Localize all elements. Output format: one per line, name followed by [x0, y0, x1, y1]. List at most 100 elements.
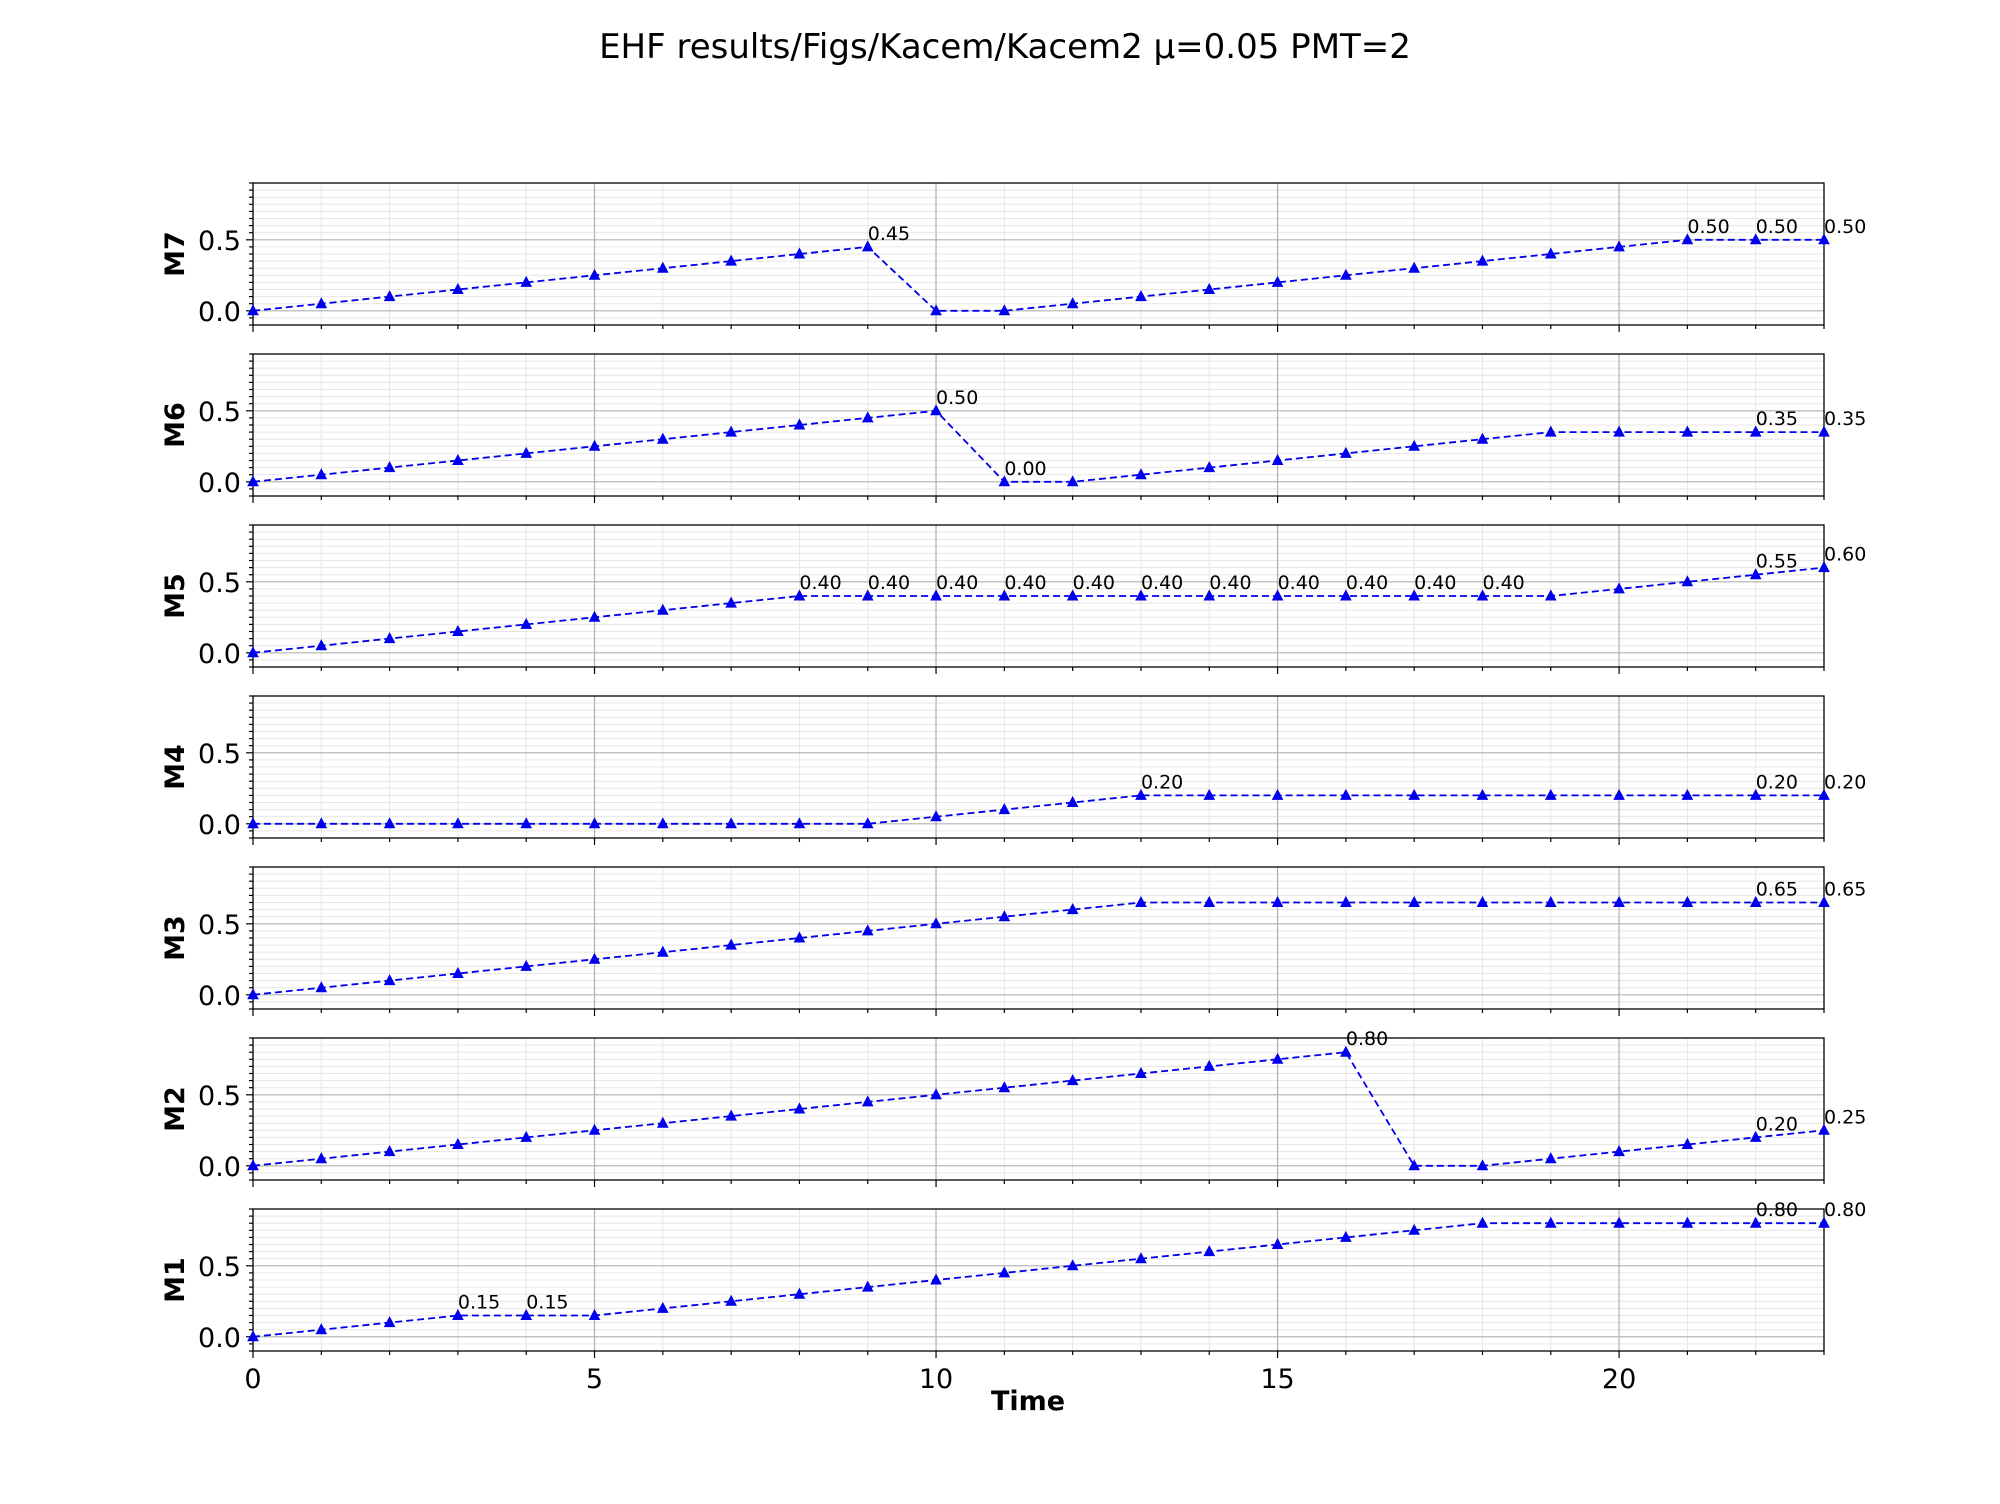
- data-point: [998, 1081, 1011, 1093]
- series-label-m3: M3: [160, 915, 191, 961]
- data-point: [1681, 233, 1694, 245]
- data-point: [383, 461, 396, 473]
- data-point: [656, 432, 669, 444]
- data-point: [247, 475, 259, 487]
- data-point: [452, 817, 464, 829]
- data-point: [1818, 561, 1830, 573]
- data-point: [1613, 1216, 1625, 1228]
- data-point: [861, 1095, 874, 1107]
- data-label: 0.25: [1824, 1106, 1866, 1128]
- data-point: [930, 589, 942, 601]
- data-point: [1476, 589, 1489, 601]
- data-point: [1613, 1145, 1625, 1157]
- data-point: [656, 261, 669, 273]
- series-label-m7: M7: [160, 231, 191, 277]
- x-axis-label: Time: [991, 1386, 1065, 1417]
- data-point: [1681, 575, 1694, 587]
- data-point: [861, 1280, 874, 1292]
- data-point: [1135, 1066, 1147, 1078]
- data-point: [1544, 425, 1557, 437]
- data-label: 0.45: [868, 223, 910, 245]
- data-point: [1476, 788, 1489, 800]
- data-point: [1408, 788, 1421, 800]
- data-point: [1066, 1259, 1079, 1271]
- data-point: [725, 596, 737, 608]
- data-point: [1408, 261, 1421, 273]
- data-label: 0.50: [1687, 216, 1729, 238]
- x-tick-label: 5: [586, 1364, 603, 1395]
- data-point: [1135, 468, 1147, 480]
- data-point: [793, 817, 806, 829]
- series-line-m5: [252, 566, 1825, 654]
- panel-m1: 0.0 0.5 0 5 10 15 20 M1 0.15 0.15 0.80 0.80: [160, 1199, 1866, 1395]
- series-line-m4: [253, 794, 1824, 825]
- data-point: [520, 617, 533, 629]
- data-point: [452, 453, 464, 465]
- data-point: [1271, 453, 1284, 465]
- data-point: [725, 1109, 737, 1121]
- data-point: [1681, 1216, 1694, 1228]
- data-point: [1613, 895, 1625, 907]
- y-tick-label: 0.0: [198, 297, 241, 328]
- data-point: [1544, 1152, 1557, 1164]
- data-label: 0.35: [1756, 408, 1798, 430]
- panels: 0.00.5M7 0.45 0.50 0.50 0.500.00.5M60.500.00…: [160, 182, 1866, 1395]
- data-point: [1749, 233, 1762, 245]
- panel-m6: 0.0 0.5M6 0.50 0.00 0.35 0.35: [160, 353, 1866, 503]
- data-point: [1818, 895, 1830, 907]
- data-point: [1271, 275, 1284, 287]
- data-point: [452, 624, 464, 636]
- data-label: 0.00: [1004, 458, 1046, 480]
- y-tick-label: 0.5: [198, 910, 241, 941]
- data-point: [1135, 1252, 1147, 1264]
- data-point: [315, 297, 328, 309]
- data-label: 0.80: [1824, 1199, 1866, 1221]
- data-point: [315, 639, 328, 651]
- data-point: [247, 1159, 259, 1171]
- data-point: [725, 425, 737, 437]
- data-point: [1818, 1123, 1830, 1135]
- data-point: [247, 817, 259, 829]
- data-point: [998, 803, 1011, 815]
- x-tick-label: 0: [244, 1364, 261, 1395]
- data-point: [1476, 895, 1489, 907]
- data-point: [1476, 1216, 1489, 1228]
- series-line-m1: [252, 1222, 1824, 1338]
- data-point: [998, 589, 1011, 601]
- data-label: 0.20: [1756, 1113, 1798, 1135]
- data-label: 0.15: [526, 1292, 568, 1314]
- data-point: [793, 589, 806, 601]
- data-point: [520, 817, 533, 829]
- data-point: [725, 1294, 737, 1306]
- data-point: [383, 632, 396, 644]
- y-tick-label: 0.0: [198, 468, 241, 499]
- data-point: [452, 282, 464, 294]
- data-point: [1681, 1137, 1694, 1149]
- data-point: [1544, 1216, 1557, 1228]
- data-point: [930, 1088, 942, 1100]
- data-point: [861, 240, 874, 252]
- data-point: [1818, 788, 1830, 800]
- data-point: [793, 1102, 806, 1114]
- data-point: [383, 1145, 396, 1157]
- data-label: 0.40: [936, 572, 978, 594]
- data-point: [1135, 589, 1147, 601]
- data-label: 0.40: [1141, 572, 1183, 594]
- data-point: [1681, 425, 1694, 437]
- series-label-m2: M2: [160, 1086, 191, 1132]
- data-point: [656, 1301, 669, 1313]
- data-point: [1340, 1230, 1352, 1242]
- panel-m4: 0.0 0.5M4 0.20 0.20 0.20: [160, 695, 1866, 845]
- data-point: [1135, 290, 1147, 302]
- data-point: [1544, 895, 1557, 907]
- data-point: [1066, 795, 1079, 807]
- data-point: [1135, 788, 1147, 800]
- data-point: [247, 304, 259, 316]
- series-label-m5: M5: [160, 573, 191, 619]
- data-point: [998, 304, 1011, 316]
- data-point: [315, 1152, 328, 1164]
- data-point: [1408, 895, 1421, 907]
- x-tick-label: 20: [1602, 1364, 1636, 1395]
- data-point: [861, 817, 874, 829]
- data-label: 0.40: [1278, 572, 1320, 594]
